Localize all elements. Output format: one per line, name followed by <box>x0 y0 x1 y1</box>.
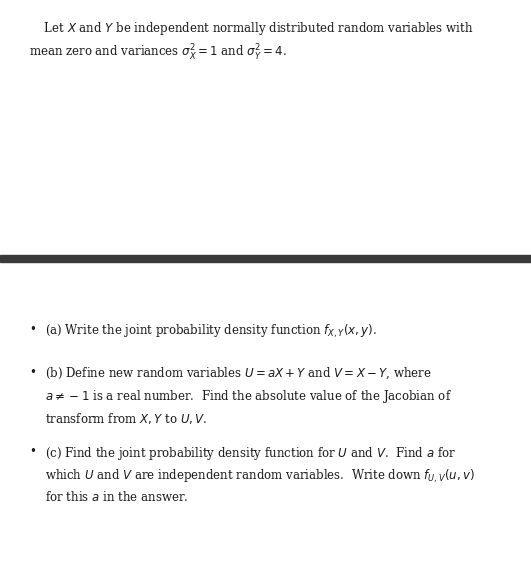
Text: •: • <box>29 445 36 458</box>
Text: which $U$ and $V$ are independent random variables.  Write down $f_{U,V}(u, v)$: which $U$ and $V$ are independent random… <box>45 468 475 485</box>
Text: (a) Write the joint probability density function $f_{X,Y}(x, y)$.: (a) Write the joint probability density … <box>45 323 377 340</box>
Text: •: • <box>29 323 36 336</box>
Text: transform from $X, Y$ to $U, V$.: transform from $X, Y$ to $U, V$. <box>45 411 208 426</box>
Text: for this $a$ in the answer.: for this $a$ in the answer. <box>45 490 189 505</box>
Text: (b) Define new random variables $U = aX + Y$ and $V = X - Y$, where: (b) Define new random variables $U = aX … <box>45 366 432 381</box>
Text: Let $X$ and $Y$ be independent normally distributed random variables with: Let $X$ and $Y$ be independent normally … <box>29 20 474 37</box>
Text: $a \neq -1$ is a real number.  Find the absolute value of the Jacobian of: $a \neq -1$ is a real number. Find the a… <box>45 388 452 405</box>
Text: •: • <box>29 366 36 379</box>
Bar <box>0 255 531 262</box>
Text: (c) Find the joint probability density function for $U$ and $V$.  Find $a$ for: (c) Find the joint probability density f… <box>45 445 456 462</box>
Text: mean zero and variances $\sigma_X^2 = 1$ and $\sigma_Y^2 = 4$.: mean zero and variances $\sigma_X^2 = 1$… <box>29 43 287 62</box>
